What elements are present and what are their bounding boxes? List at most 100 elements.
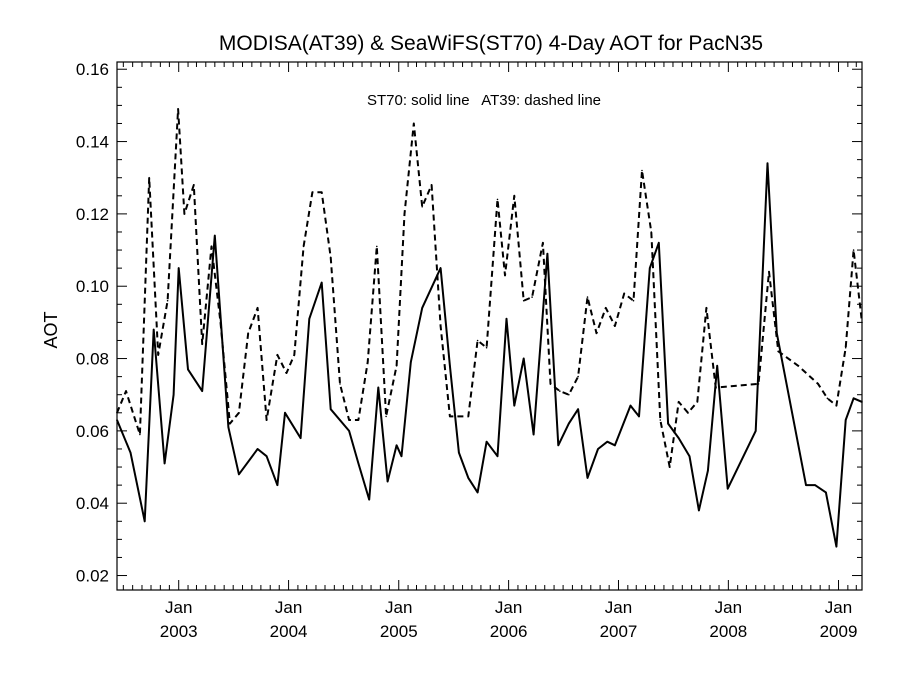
data-point-st70 xyxy=(825,491,827,494)
data-point-st70 xyxy=(513,404,516,407)
data-point-st70 xyxy=(496,455,499,458)
data-point-st70 xyxy=(395,444,398,447)
x-tick-label-month: Jan xyxy=(825,598,852,617)
data-point-at39 xyxy=(348,419,350,421)
data-point-at39 xyxy=(329,256,332,259)
data-point-st70 xyxy=(835,545,838,548)
data-point-at39 xyxy=(247,332,249,335)
data-point-st70 xyxy=(698,509,700,512)
data-point-st70 xyxy=(766,162,769,165)
data-point-at39 xyxy=(421,205,424,208)
data-point-st70 xyxy=(861,401,863,403)
data-point-st70 xyxy=(476,491,479,494)
data-point-at39 xyxy=(395,365,398,367)
data-point-at39 xyxy=(210,245,213,248)
data-point-at39 xyxy=(559,390,561,392)
data-point-at39 xyxy=(265,419,268,421)
data-point-at39 xyxy=(467,415,470,418)
data-point-at39 xyxy=(116,412,118,414)
x-tick-label-year: 2003 xyxy=(160,622,198,641)
data-point-at39 xyxy=(595,332,598,335)
data-point-at39 xyxy=(201,343,203,345)
data-point-st70 xyxy=(320,281,323,284)
data-point-st70 xyxy=(557,444,560,447)
y-tick-label: 0.02 xyxy=(76,567,109,586)
data-point-at39 xyxy=(476,339,479,342)
data-point-at39 xyxy=(403,213,406,215)
data-point-st70 xyxy=(284,412,286,414)
data-point-st70 xyxy=(357,462,360,465)
data-point-at39 xyxy=(852,249,855,251)
x-tick-label-year: 2008 xyxy=(709,622,747,641)
y-tick-label: 0.12 xyxy=(76,205,109,224)
data-point-at39 xyxy=(577,375,579,378)
data-point-st70 xyxy=(276,484,279,486)
data-point-at39 xyxy=(687,412,689,414)
data-point-at39 xyxy=(714,386,717,389)
data-point-st70 xyxy=(187,368,189,371)
data-point-at39 xyxy=(413,122,415,125)
data-point-at39 xyxy=(513,195,516,197)
y-tick-label: 0.08 xyxy=(76,350,109,369)
x-tick-label-year: 2007 xyxy=(600,622,638,641)
data-point-at39 xyxy=(531,296,533,298)
data-point-st70 xyxy=(400,455,403,458)
data-point-at39 xyxy=(157,354,159,356)
data-point-st70 xyxy=(458,451,460,454)
data-point-st70 xyxy=(201,390,203,392)
data-point-st70 xyxy=(421,307,424,309)
data-point-st70 xyxy=(238,473,240,476)
data-point-at39 xyxy=(485,346,488,349)
data-point-at39 xyxy=(650,231,653,233)
data-point-at39 xyxy=(777,350,780,353)
data-point-at39 xyxy=(439,325,442,327)
data-point-st70 xyxy=(348,430,350,432)
data-point-at39 xyxy=(632,299,635,302)
x-tick-label-month: Jan xyxy=(715,598,742,617)
data-point-st70 xyxy=(256,448,259,450)
data-point-at39 xyxy=(568,393,570,396)
x-tick-label-month: Jan xyxy=(605,598,632,617)
y-tick-label: 0.06 xyxy=(76,422,109,441)
data-point-st70 xyxy=(439,267,442,269)
data-point-at39 xyxy=(504,274,506,277)
series-line-at39 xyxy=(116,108,863,468)
data-point-st70 xyxy=(214,234,216,237)
data-point-st70 xyxy=(485,440,488,443)
data-point-at39 xyxy=(705,307,708,309)
data-point-at39 xyxy=(256,307,259,309)
data-point-st70 xyxy=(368,498,371,501)
data-point-at39 xyxy=(366,361,369,364)
data-point-at39 xyxy=(844,346,847,349)
data-point-st70 xyxy=(505,318,508,320)
data-point-st70 xyxy=(129,451,132,454)
x-tick-label-year: 2006 xyxy=(490,622,528,641)
data-point-at39 xyxy=(623,292,625,295)
y-tick-label: 0.10 xyxy=(76,277,109,296)
x-tick-label-year: 2009 xyxy=(820,622,858,641)
data-point-st70 xyxy=(308,318,311,320)
data-point-st70 xyxy=(386,480,389,483)
chart-title: MODISA(AT39) & SeaWiFS(ST70) 4-Day AOT f… xyxy=(219,32,763,55)
data-point-st70 xyxy=(726,487,729,490)
data-point-at39 xyxy=(125,390,127,392)
y-tick-label: 0.04 xyxy=(76,494,109,513)
x-tick-label-month: Jan xyxy=(165,598,192,617)
data-point-st70 xyxy=(467,477,470,479)
data-point-st70 xyxy=(152,328,155,331)
data-point-at39 xyxy=(193,184,195,186)
data-point-st70 xyxy=(805,484,807,486)
data-point-at39 xyxy=(768,271,770,273)
series-line-st70 xyxy=(116,162,863,548)
x-tick-label-year: 2004 xyxy=(270,622,308,641)
data-point-st70 xyxy=(410,361,412,364)
data-point-at39 xyxy=(320,191,323,193)
y-tick-label: 0.14 xyxy=(76,133,109,152)
data-point-st70 xyxy=(597,448,599,450)
x-tick-label-month: Jan xyxy=(495,598,522,617)
data-point-st70 xyxy=(707,469,709,472)
data-point-at39 xyxy=(276,354,279,356)
data-point-at39 xyxy=(817,383,819,385)
data-point-at39 xyxy=(376,245,378,248)
